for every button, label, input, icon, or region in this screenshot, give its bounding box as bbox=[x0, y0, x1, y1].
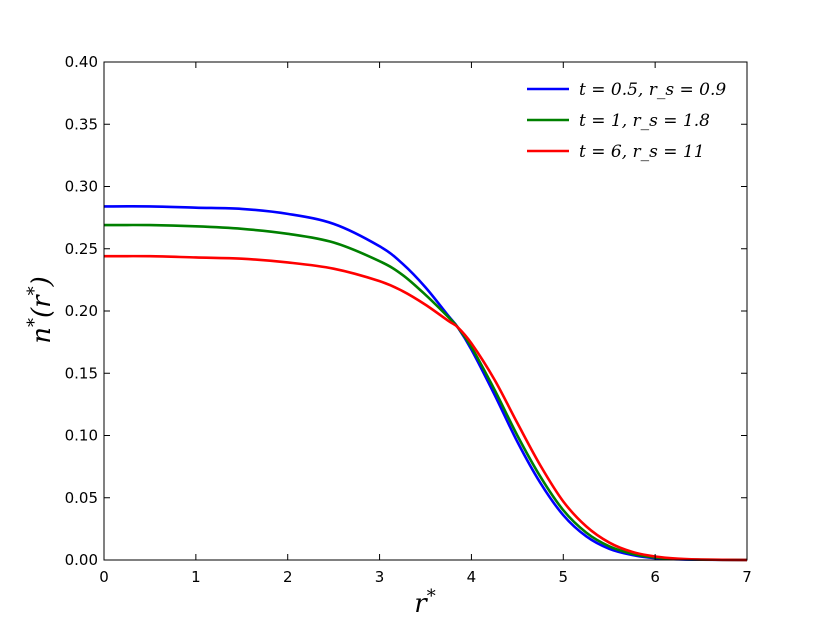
y-tick-label: 0.15 bbox=[65, 364, 98, 382]
x-axis-title: r* bbox=[414, 586, 435, 619]
x-tick-label: 3 bbox=[375, 568, 385, 586]
y-tick-label: 0.40 bbox=[65, 53, 98, 71]
x-tick-label: 6 bbox=[650, 568, 660, 586]
y-tick-label: 0.25 bbox=[65, 240, 98, 258]
y-tick-label: 0.10 bbox=[65, 427, 98, 445]
legend-label-1: t = 0.5, r_s = 0.9 bbox=[579, 80, 726, 100]
y-tick-label: 0.20 bbox=[65, 302, 98, 320]
x-tick-label: 2 bbox=[283, 568, 293, 586]
y-tick-label: 0.00 bbox=[65, 551, 98, 569]
x-tick-label: 4 bbox=[467, 568, 477, 586]
y-tick-label: 0.30 bbox=[65, 178, 98, 196]
x-tick-label: 7 bbox=[742, 568, 752, 586]
legend: t = 0.5, r_s = 0.9 t = 1, r_s = 1.8 t = 6,… bbox=[527, 80, 726, 162]
series-line-3 bbox=[103, 254, 748, 562]
series-line-2 bbox=[103, 223, 748, 562]
y-axis-title: n*(r*) bbox=[24, 276, 57, 343]
x-tick-label: 0 bbox=[99, 568, 109, 586]
x-tick-label: 5 bbox=[559, 568, 569, 586]
y-tick-label: 0.05 bbox=[65, 489, 98, 507]
plot-frame bbox=[103, 61, 748, 561]
y-tick-label: 0.35 bbox=[65, 115, 98, 133]
legend-label-3: t = 6, r_s = 11 bbox=[579, 142, 705, 162]
legend-label-2: t = 1, r_s = 1.8 bbox=[579, 111, 710, 131]
x-tick-label: 1 bbox=[191, 568, 201, 586]
series-line-1 bbox=[103, 205, 748, 562]
